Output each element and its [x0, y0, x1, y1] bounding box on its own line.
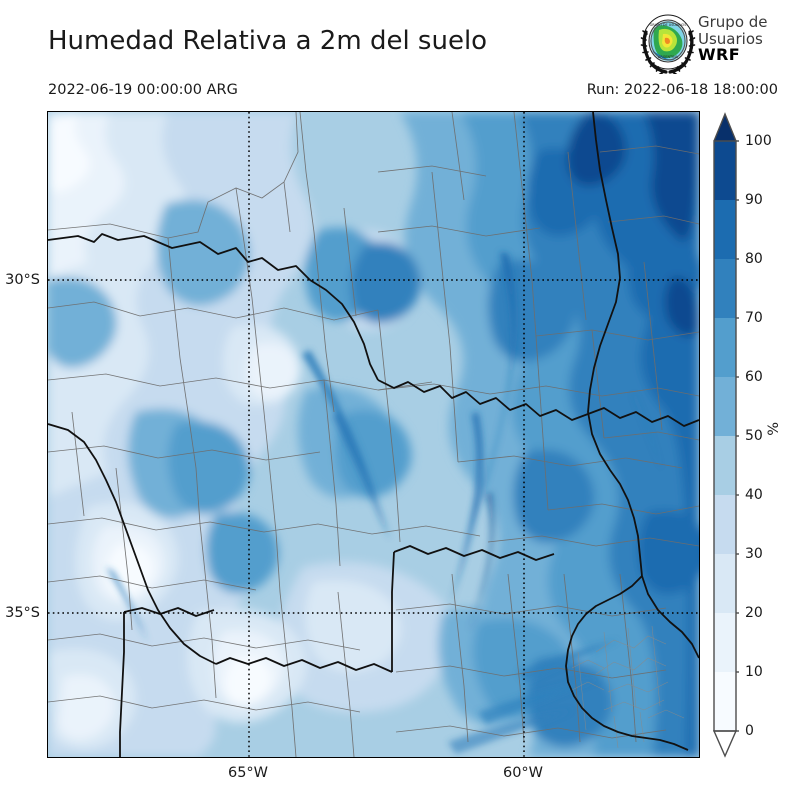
y-tick-label-30S: 30°S	[5, 272, 40, 288]
x-tick-label-60W: 60°W	[502, 765, 544, 781]
colorbar-tick-80: 80	[745, 251, 763, 267]
colorbar-tick-40: 40	[745, 487, 763, 503]
colorbar-bands	[714, 141, 736, 731]
colorbar-tick-60: 60	[745, 369, 763, 385]
colorbar-tick-70: 70	[745, 310, 763, 326]
colorbar-tick-100: 100	[745, 133, 772, 149]
logo: GRUPO DE USUARIOS ARGENTINA Grupo de Usu…	[640, 14, 792, 76]
y-tick-label-35S: 35°S	[5, 605, 40, 621]
colorbar-tick-0: 0	[745, 723, 754, 739]
colorbar[interactable]	[711, 112, 741, 758]
logo-line-3: WRF	[698, 45, 741, 64]
page-title: Humedad Relativa a 2m del suelo	[48, 26, 488, 56]
valid-time-label: 2022-06-19 00:00:00 ARG	[48, 82, 238, 98]
run-time-label: Run: 2022-06-18 18:00:00	[586, 82, 778, 98]
logo-line-1: Grupo de	[698, 13, 768, 31]
colorbar-unit-label: %	[766, 422, 782, 436]
colorbar-tick-labels: 100 90 80 70 60 50 40 30 20 10 0	[745, 111, 775, 759]
colorbar-extend-max	[714, 114, 736, 141]
x-tick-label-65W: 65°W	[227, 765, 269, 781]
logo-line-2: Usuarios	[698, 29, 763, 48]
logo-wordmark: Grupo de Usuarios WRF	[698, 14, 792, 74]
colorbar-tick-30: 30	[745, 546, 763, 562]
humidity-field	[48, 112, 699, 757]
grupo-usuarios-wrf-emblem-icon: GRUPO DE USUARIOS ARGENTINA	[640, 14, 696, 76]
colorbar-tick-50: 50	[745, 428, 763, 444]
colorbar-extend-min	[712, 730, 738, 758]
svg-text:ARGENTINA: ARGENTINA	[658, 55, 679, 59]
colorbar-tick-20: 20	[745, 605, 763, 621]
colorbar-tick-10: 10	[745, 664, 763, 680]
colorbar-tick-90: 90	[745, 192, 763, 208]
map-plot-area[interactable]	[47, 111, 700, 758]
svg-text:GRUPO DE USUARIOS: GRUPO DE USUARIOS	[650, 23, 687, 27]
